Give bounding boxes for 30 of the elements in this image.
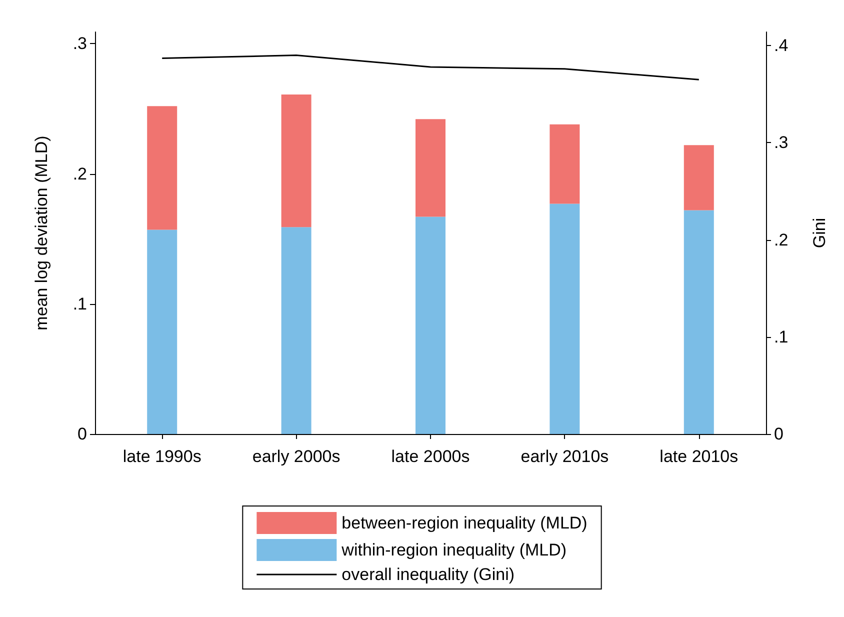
bar [281,227,312,434]
bar [147,106,178,230]
bar [281,94,312,228]
x-tick-label: late 2000s [391,447,470,466]
x-tick-label: late 1990s [122,447,202,466]
y-tick-label: .2 [72,164,87,184]
y2-tick-label: .4 [774,36,788,56]
x-tick-label: early 2010s [520,447,609,466]
y-tick-label: .3 [72,34,87,54]
y2-tick-label: 0 [774,424,784,444]
bar [416,119,446,217]
legend-label: overall inequality (Gini) [342,565,515,584]
legend-label: within-region inequality (MLD) [340,540,567,560]
bar [147,230,178,434]
y-tick-label: 0 [78,424,87,444]
legend-label: between-region inequality (MLD) [342,514,588,532]
bar [684,145,714,210]
line-series [161,54,700,80]
y2-tick-label: .3 [774,133,788,152]
bar [550,124,580,204]
bar [550,204,580,434]
x-tick-label: late 2010s [660,447,738,466]
y2-axis-title: Gini [810,218,829,248]
x-tick-label: early 2000s [252,447,340,466]
y2-tick-label: .2 [774,230,788,250]
y-tick-label: .1 [72,294,87,314]
y2-tick-label: .1 [774,327,788,346]
bar [684,210,714,434]
y-axis-title: mean log deviation (MLD) [32,136,51,330]
bar [416,216,446,434]
